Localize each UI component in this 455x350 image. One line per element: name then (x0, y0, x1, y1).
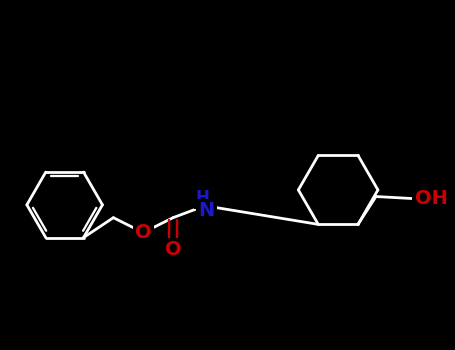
Text: O: O (135, 223, 152, 242)
Text: N: N (199, 201, 215, 220)
Text: O: O (165, 240, 182, 259)
Text: H: H (196, 189, 210, 207)
Text: OH: OH (415, 189, 448, 208)
